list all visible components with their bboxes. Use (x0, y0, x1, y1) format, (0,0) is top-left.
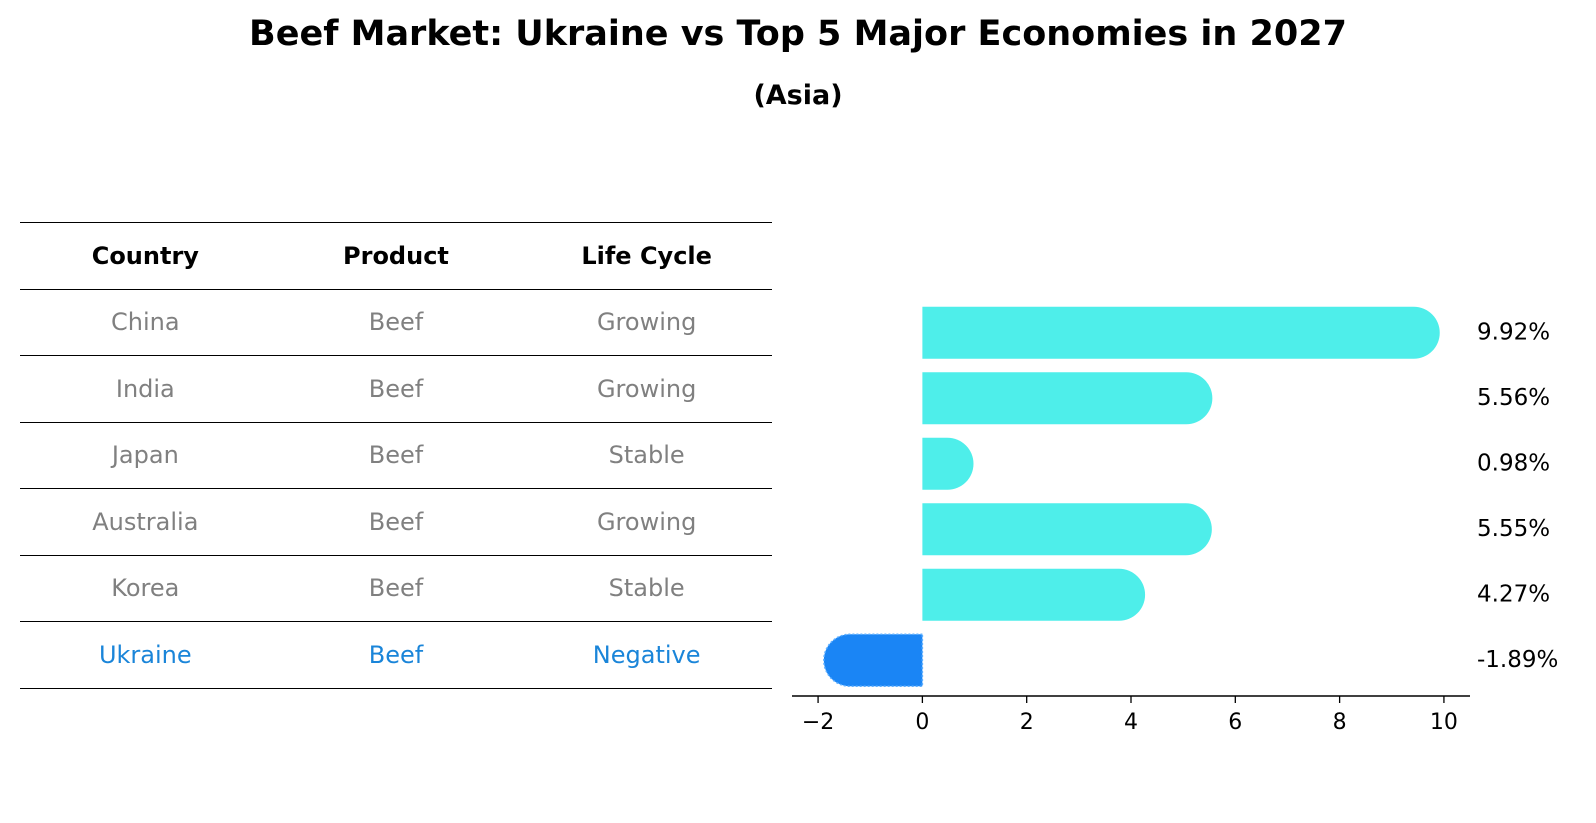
table-row: Australia Beef Growing (20, 488, 772, 556)
data-label-japan: 0.98% (1477, 450, 1550, 476)
bar-korea (922, 568, 1146, 621)
data-label-australia: 5.55% (1477, 516, 1550, 542)
cell-country: Korea (20, 555, 271, 622)
x-tick-label: 4 (1124, 710, 1138, 735)
x-tick-label: 10 (1430, 710, 1458, 735)
x-tick-label: 6 (1228, 710, 1242, 735)
header-product: Product (270, 222, 522, 290)
table-row-highlight: Ukraine Beef Negative (20, 621, 772, 689)
cell-country: India (20, 355, 271, 423)
table-row: Japan Beef Stable (20, 422, 772, 489)
bar-india (922, 372, 1213, 425)
table-row: Korea Beef Stable (20, 555, 772, 622)
cell-country: Australia (20, 488, 271, 556)
data-label-india: 5.56% (1477, 385, 1550, 411)
cell-life-cycle: Growing (521, 488, 772, 556)
chart-title: Beef Market: Ukraine vs Top 5 Major Econ… (249, 14, 1347, 54)
table-header-row: Country Product Life Cycle (20, 222, 772, 290)
cell-product: Beef (270, 422, 522, 489)
cell-country: China (20, 289, 271, 356)
table-row: China Beef Growing (20, 289, 772, 356)
bar-japan (922, 437, 974, 490)
cell-life-cycle: Negative (521, 621, 772, 689)
market-table: Country Product Life Cycle China Beef Gr… (20, 222, 772, 689)
header-life-cycle: Life Cycle (521, 222, 772, 290)
x-tick-label: −2 (802, 710, 834, 735)
x-tick-label: 0 (915, 710, 929, 735)
bar-china (922, 306, 1440, 359)
cell-life-cycle: Growing (521, 355, 772, 423)
header-country: Country (20, 222, 271, 290)
data-label-korea: 4.27% (1477, 581, 1550, 607)
cell-life-cycle: Stable (521, 555, 772, 622)
cell-product: Beef (270, 488, 522, 556)
data-label-china: 9.92% (1477, 319, 1550, 345)
table-row: India Beef Growing (20, 355, 772, 423)
cell-product: Beef (270, 289, 522, 356)
chart-subtitle: (Asia) (753, 80, 843, 111)
cell-life-cycle: Stable (521, 422, 772, 489)
bar-australia (922, 503, 1212, 556)
cell-product: Beef (270, 355, 522, 423)
cell-product: Beef (270, 555, 522, 622)
cell-product: Beef (270, 621, 522, 689)
cell-country: Japan (20, 422, 271, 489)
data-label-ukraine: -1.89% (1477, 647, 1558, 673)
x-tick-label: 8 (1333, 710, 1347, 735)
bar-ukraine (823, 633, 924, 687)
cell-life-cycle: Growing (521, 289, 772, 356)
cell-country: Ukraine (20, 621, 271, 689)
x-tick-label: 2 (1020, 710, 1034, 735)
